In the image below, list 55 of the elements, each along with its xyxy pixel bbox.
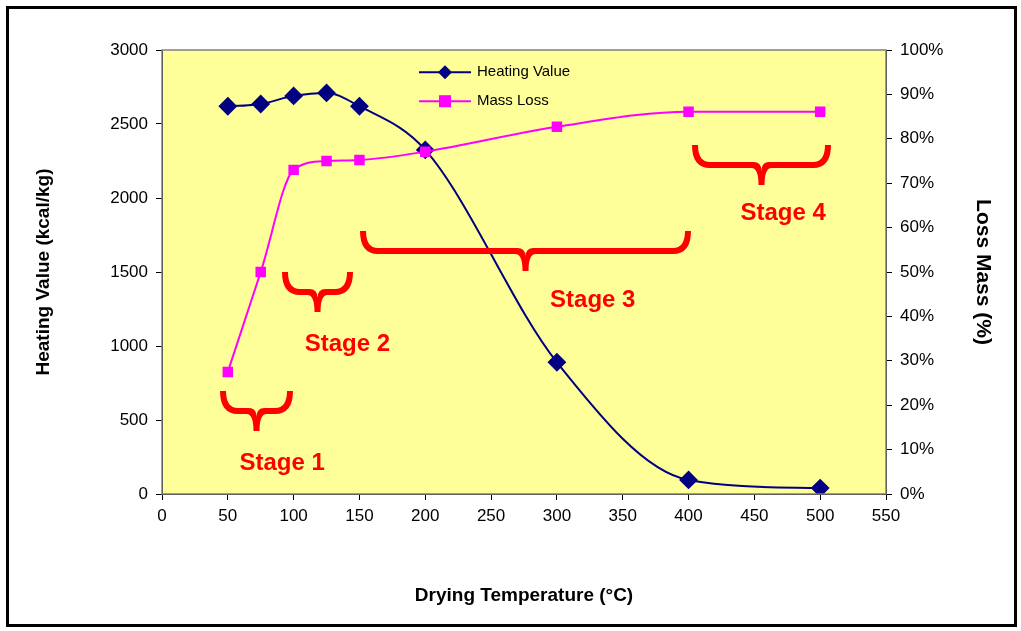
x-tick-label: 50 bbox=[218, 505, 238, 525]
annotation: Stage 4 bbox=[740, 198, 827, 226]
x-axis-title: Drying Temperature (°C) bbox=[414, 583, 634, 605]
legend-label: Mass Loss bbox=[477, 91, 549, 109]
point bbox=[547, 353, 566, 372]
point bbox=[350, 97, 369, 116]
y-tick-label: 500 bbox=[119, 409, 148, 429]
annotation: Stage 2 bbox=[304, 328, 391, 356]
x-tick-label: 200 bbox=[411, 505, 440, 525]
point bbox=[551, 121, 563, 133]
y2-tick-label: 50% bbox=[900, 261, 935, 281]
y2-tick-label: 80% bbox=[900, 128, 935, 148]
y2-axis-title: Loss Mass (%) bbox=[972, 199, 996, 345]
y-tick-label: 0 bbox=[138, 483, 148, 503]
y2-tick-label: 90% bbox=[900, 84, 935, 104]
point bbox=[218, 97, 237, 116]
legend-label: Heating Value bbox=[477, 62, 571, 80]
point bbox=[251, 95, 270, 114]
y2-tick-label: 40% bbox=[900, 306, 935, 326]
annotation: Stage 3 bbox=[550, 284, 636, 312]
x-tick-label: 400 bbox=[674, 505, 703, 525]
x-tick-label: 250 bbox=[476, 505, 506, 525]
x-tick-label: 500 bbox=[805, 505, 835, 525]
x-tick-label: 0 bbox=[157, 505, 167, 525]
x-tick-label: 550 bbox=[871, 505, 901, 525]
x-tick-label: 450 bbox=[740, 505, 769, 525]
x-tick-label: 100 bbox=[279, 505, 308, 525]
y2-tick-label: 70% bbox=[900, 172, 935, 192]
point bbox=[811, 479, 830, 494]
annotation: Stage 1 bbox=[239, 448, 325, 476]
y2-tick-label: 100% bbox=[900, 39, 944, 59]
point bbox=[288, 164, 299, 176]
y-tick-label: 2000 bbox=[110, 187, 148, 207]
y-tick-label: 1000 bbox=[110, 335, 148, 355]
y-tick-label: 2500 bbox=[110, 113, 148, 133]
point bbox=[354, 154, 365, 166]
point bbox=[679, 470, 698, 489]
y-axis-title: Heating Value (kcal/kg) bbox=[31, 168, 53, 376]
point bbox=[284, 86, 303, 105]
x-tick-label: 150 bbox=[345, 505, 374, 525]
x-tick-label: 350 bbox=[608, 505, 637, 525]
point bbox=[222, 366, 234, 378]
y-tick-label: 1500 bbox=[110, 261, 148, 281]
point bbox=[683, 106, 694, 117]
y2-tick-label: 10% bbox=[900, 439, 935, 459]
point bbox=[255, 266, 266, 278]
y2-tick-label: 30% bbox=[900, 350, 935, 370]
point bbox=[321, 155, 332, 167]
x-tick-label: 300 bbox=[542, 505, 572, 525]
y2-tick-label: 60% bbox=[900, 217, 935, 237]
y2-tick-label: 0% bbox=[900, 483, 925, 503]
point bbox=[814, 106, 826, 117]
y2-tick-label: 20% bbox=[900, 394, 935, 414]
point bbox=[317, 83, 336, 102]
y-tick-label: 3000 bbox=[110, 39, 148, 59]
